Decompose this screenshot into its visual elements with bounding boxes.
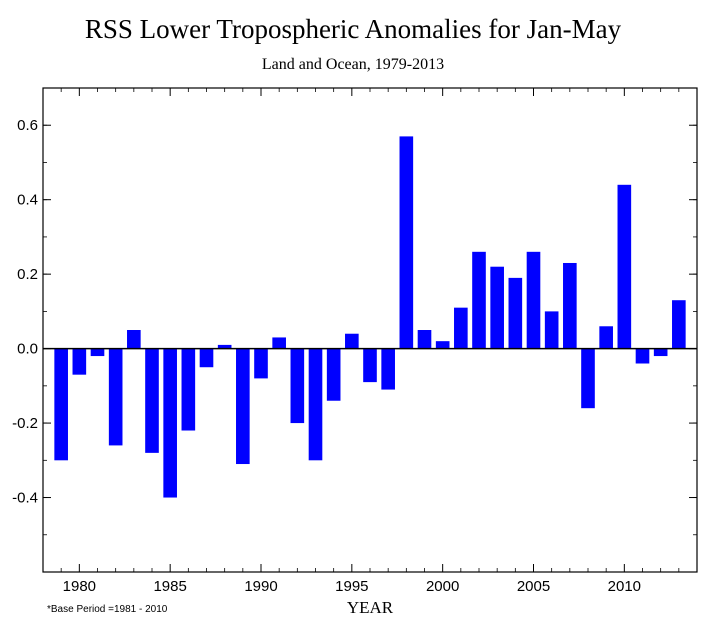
bar-1986 [181,348,196,431]
y-tick-label: 0.4 [17,192,38,209]
bar-1989 [236,348,250,465]
x-tick-label: 2000 [426,578,459,595]
x-tick-label: 1980 [63,578,96,595]
x-tick-label: 1985 [153,578,186,595]
plot-frame [42,87,698,573]
y-tick-label: 0.6 [17,117,38,134]
chart-subtitle: Land and Ocean, 1979-2013 [261,56,445,73]
bar-1995 [345,333,359,349]
y-tick-label: -0.4 [12,490,38,507]
bar-1997 [381,348,395,390]
bar-2009 [599,326,613,349]
bar-1979 [54,348,68,461]
bar-1994 [326,348,341,401]
bar-1980 [72,348,87,375]
bar-1999 [417,330,432,349]
bar-1993 [308,348,323,461]
bar-1988 [217,344,232,349]
bar-2002 [472,251,486,349]
x-tick-label: 1995 [335,578,368,595]
x-tick-label: 2010 [608,578,641,595]
y-tick-label: 0.0 [17,341,38,358]
bar-1990 [254,348,268,379]
bar-1991 [272,337,286,349]
bar-2000 [435,341,450,349]
bar-1992 [290,348,305,424]
bar-1985 [163,348,177,498]
bar-1987 [199,348,214,368]
bars-group [54,136,686,498]
y-tick-label: 0.2 [17,266,38,283]
bar-2011 [635,348,650,364]
bar-1998 [399,136,414,349]
bar-2001 [454,307,468,349]
x-tick-label: 1990 [244,578,277,595]
bar-2010 [617,184,632,349]
bar-2012 [653,348,668,357]
bar-2008 [581,348,595,409]
bar-1982 [108,348,123,446]
x-tick-label: 2005 [517,578,550,595]
chart-title: RSS Lower Tropospheric Anomalies for Jan… [84,14,622,44]
bar-1996 [363,348,377,383]
bar-2005 [526,251,541,349]
bar-2013 [672,300,686,349]
x-axis-title: YEAR [347,598,394,617]
y-tick-label: -0.2 [12,415,38,432]
bar-2003 [490,266,504,349]
bar-1984 [145,348,159,453]
bar-2004 [508,277,523,349]
bar-1981 [90,348,105,357]
bar-2007 [563,262,577,349]
footnote: *Base Period =1981 - 2010 [47,604,168,615]
bar-2006 [544,311,559,349]
bar-1983 [127,330,141,349]
